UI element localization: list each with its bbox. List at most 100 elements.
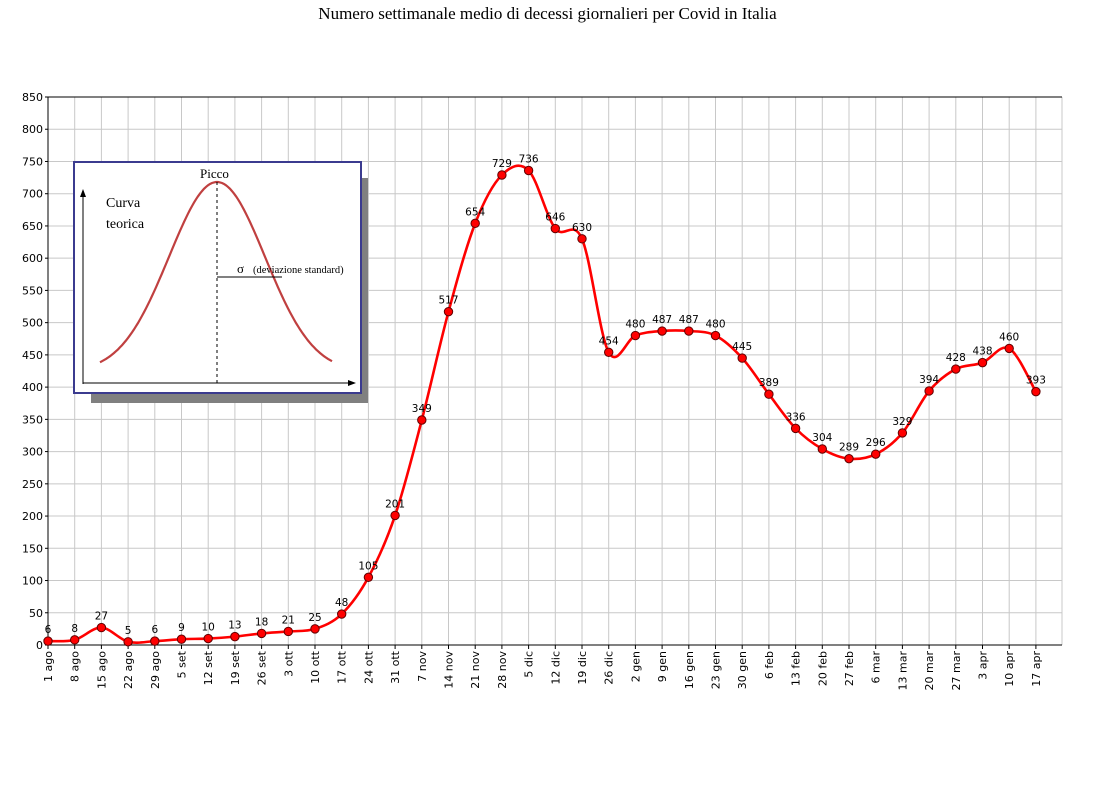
data-label: 454 [599,335,619,347]
data-point [577,234,587,244]
data-point [657,326,667,336]
inset-peak-label: Picco [200,166,229,181]
data-label: 201 [385,498,405,510]
x-tick-label: 12 set [202,650,215,685]
data-point [176,634,187,644]
data-point [70,635,80,645]
y-tick-label: 250 [22,478,43,491]
data-point [390,510,400,521]
data-label: 438 [972,346,992,358]
data-label: 394 [919,374,939,386]
y-tick-label: 550 [22,284,43,297]
data-point [684,326,694,336]
data-label: 329 [892,416,912,428]
y-tick-label: 50 [29,607,43,620]
x-tick-label: 29 ago [149,651,162,689]
x-tick-label: 31 ott [389,650,402,684]
inset-sigma-label: (deviazione standard) [253,265,344,276]
data-label: 654 [465,206,485,218]
data-label: 6 [151,624,158,636]
x-tick-label: 3 ott [282,650,295,677]
data-label: 487 [652,314,672,326]
x-tick-label: 10 apr [1003,651,1016,687]
data-point [790,423,801,434]
x-tick-label: 3 apr [977,651,990,680]
data-label: 105 [358,560,378,572]
data-point [470,218,480,229]
x-tick-label: 9 gen [656,651,669,682]
data-point [844,453,854,464]
y-tick-label: 100 [22,575,43,588]
data-point [96,622,107,633]
data-label: 18 [255,616,268,628]
data-point [43,636,53,646]
y-tick-label: 400 [22,381,43,394]
inset-bell-curve [99,180,333,364]
data-label: 736 [519,153,539,165]
inset-x-arrow [348,380,356,386]
data-label: 5 [125,625,132,637]
data-label: 21 [282,614,295,626]
data-point [523,165,534,176]
chart-title: Numero settimanale medio di decessi gior… [318,4,777,23]
x-tick-label: 6 feb [763,651,776,679]
x-tick-label: 19 set [229,650,242,685]
inset-theoretical-curve: Picco Curva teorica σ (deviazione standa… [73,161,368,403]
y-tick-label: 750 [22,155,43,168]
data-point [123,637,133,647]
inset-y-arrow [80,189,86,197]
x-tick-label: 6 mar [870,651,883,684]
data-label: 349 [412,403,432,415]
x-tick-label: 28 nov [496,651,509,689]
x-tick-labels: 1 ago 8 ago 15 ago 22 ago 29 ago 5 set 12 set 1… [42,645,1043,690]
data-label: 480 [625,319,645,331]
data-point [283,626,293,637]
data-label: 6 [45,624,52,636]
data-label: 289 [839,442,859,454]
data-label: 304 [812,432,832,444]
data-point [497,170,507,180]
y-tick-label: 850 [22,91,43,104]
x-tick-label: 22 ago [122,651,135,689]
x-tick-label: 2 gen [629,651,642,682]
data-point [1004,343,1014,354]
y-tick-label: 450 [22,349,43,362]
data-point [871,449,881,459]
data-label: 48 [335,597,348,609]
data-point [924,386,934,396]
data-point [737,353,747,363]
data-label: 646 [545,212,565,224]
data-points [43,165,1041,647]
x-tick-label: 5 dic [523,651,536,678]
data-label: 517 [438,295,458,307]
data-label: 445 [732,341,752,353]
data-label: 9 [178,622,185,634]
x-tick-label: 15 ago [95,651,108,689]
data-label: 13 [228,620,241,632]
y-tick-labels: 0 50 100 150 200 250 300 350 400 450 500 550 600 650 7… [22,91,48,652]
data-label: 487 [679,314,699,326]
x-tick-label: 24 ott [362,650,375,684]
x-tick-label: 20 feb [816,651,829,686]
data-label: 389 [759,377,779,389]
series-path [47,164,1038,644]
data-point [417,415,427,425]
x-tick-label: 23 gen [710,651,723,689]
data-label: 27 [95,611,108,623]
y-tick-label: 0 [36,639,43,652]
x-tick-label: 27 feb [843,651,856,686]
data-point [337,609,347,619]
inset-sigma-symbol: σ [237,261,244,276]
y-tick-label: 150 [22,542,43,555]
x-tick-label: 5 set [176,650,189,678]
data-point [443,306,454,317]
data-labels: 6 8 27 5 6 9 10 13 18 21 25 48 105 201 349 517 654 729 736… [45,153,1046,636]
data-label: 25 [308,612,321,624]
x-tick-label: 27 mar [950,651,963,691]
data-label: 10 [202,622,215,634]
x-tick-label: 19 dic [576,651,589,685]
data-point [363,572,374,583]
x-tick-label: 1 ago [42,651,55,682]
x-tick-label: 13 mar [896,651,909,691]
x-tick-label: 13 feb [790,651,803,686]
